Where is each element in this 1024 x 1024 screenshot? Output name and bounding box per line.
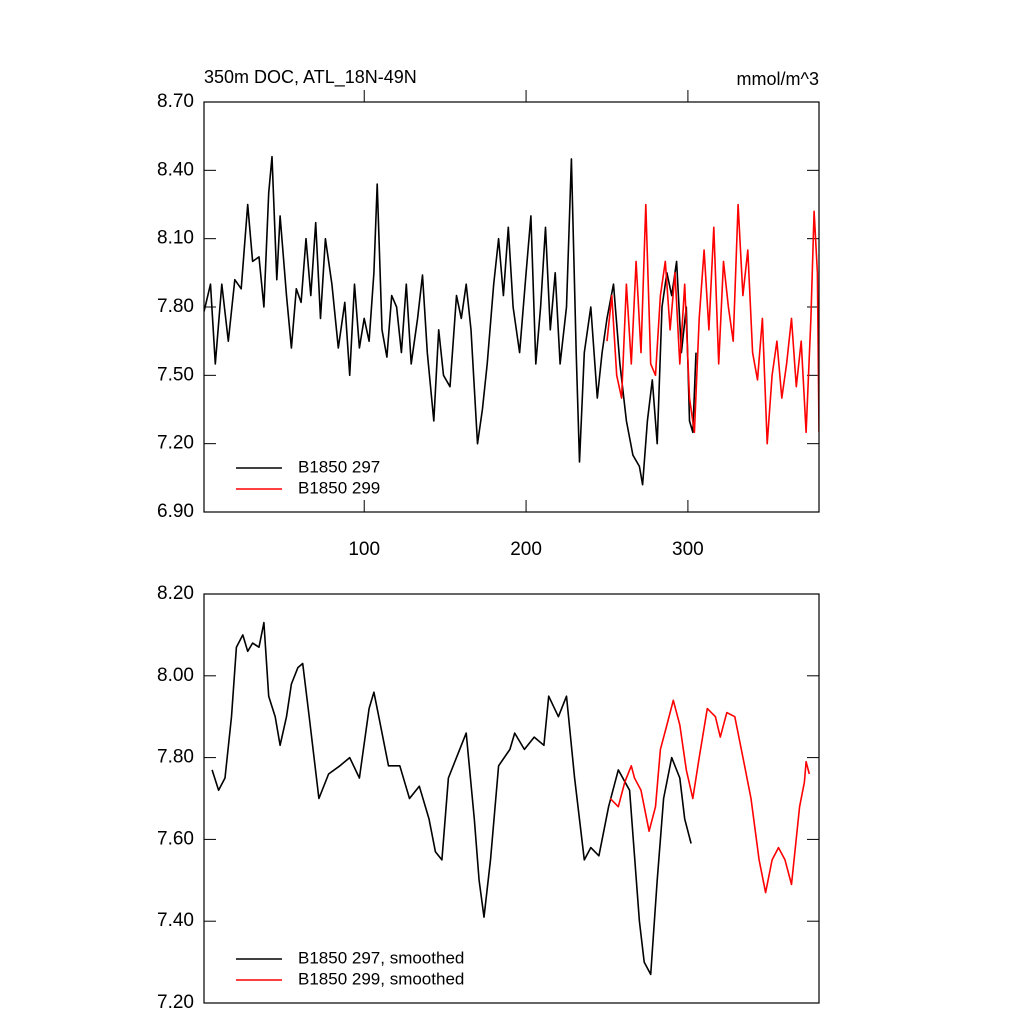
data-line [609,699,811,894]
y-tick-label: 8.40 [157,159,194,180]
x-tick-label: 300 [672,539,704,560]
y-tick-label: 7.20 [157,433,194,454]
y-tick-label: 7.80 [157,296,194,317]
legend-label: B1850 299 [298,478,380,497]
legend-label: B1850 297 [298,457,380,476]
y-tick-label: 6.90 [157,501,194,522]
x-tick-label: 100 [348,539,380,560]
legend-label: B1850 299, smoothed [298,969,464,988]
x-tick-label: 200 [510,539,542,560]
units-label: mmol/m^3 [737,69,819,89]
y-tick-label: 7.60 [157,828,194,849]
data-line [606,203,819,445]
chart-title: 350m DOC, ATL_18N-49N [204,67,417,88]
plot-frame [203,593,820,1004]
y-tick-label: 8.00 [157,665,194,686]
y-tick-label: 8.10 [157,228,194,249]
y-tick-label: 8.20 [157,583,194,604]
data-line [204,155,697,486]
legend-label: B1850 297, smoothed [298,948,464,967]
y-tick-label: 7.40 [157,910,194,931]
y-tick-label: 7.80 [157,747,194,768]
y-tick-label: 7.20 [157,992,194,1013]
y-tick-label: 7.50 [157,364,194,385]
plot-frame [203,101,820,513]
y-tick-label: 8.70 [157,91,194,112]
data-line [211,621,692,976]
